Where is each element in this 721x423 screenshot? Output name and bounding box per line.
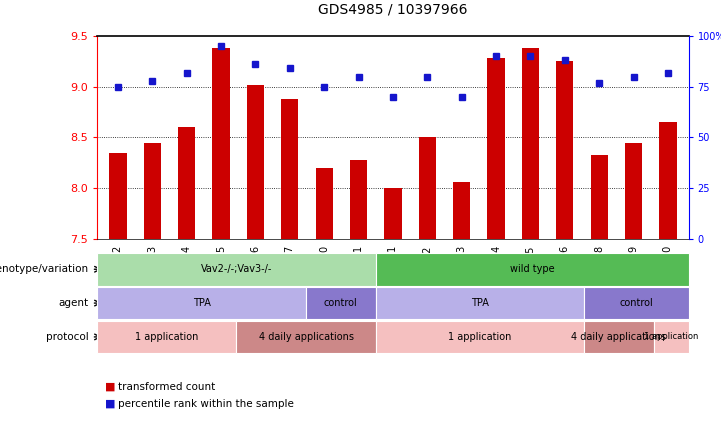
Text: wild type: wild type [510, 264, 554, 274]
Text: 1 application: 1 application [136, 332, 198, 342]
Bar [453, 182, 470, 239]
Bar [281, 99, 298, 239]
Text: genotype/variation: genotype/variation [0, 264, 89, 274]
Text: percentile rank within the sample: percentile rank within the sample [118, 399, 293, 409]
Bar [590, 155, 608, 239]
Text: 4 daily applications: 4 daily applications [259, 332, 353, 342]
Text: control: control [619, 298, 653, 308]
Text: Vav2-/-;Vav3-/-: Vav2-/-;Vav3-/- [200, 264, 272, 274]
Text: agent: agent [58, 298, 89, 308]
Bar [316, 168, 333, 239]
Bar [350, 160, 367, 239]
Bar [419, 137, 436, 239]
Text: 1 application: 1 application [448, 332, 512, 342]
Bar [247, 85, 264, 239]
Text: transformed count: transformed count [118, 382, 215, 392]
Text: TPA: TPA [193, 298, 211, 308]
Bar [487, 58, 505, 239]
Bar [110, 153, 127, 239]
Text: protocol: protocol [46, 332, 89, 342]
Bar [213, 48, 230, 239]
Bar [659, 122, 676, 239]
Bar [556, 61, 573, 239]
Text: TPA: TPA [471, 298, 489, 308]
Text: ■: ■ [105, 382, 115, 392]
Bar [143, 143, 161, 239]
Bar [178, 127, 195, 239]
Bar [625, 143, 642, 239]
Text: ■: ■ [105, 399, 115, 409]
Bar [384, 188, 402, 239]
Text: GDS4985 / 10397966: GDS4985 / 10397966 [318, 3, 468, 17]
Text: 1 application: 1 application [644, 332, 699, 341]
Bar [522, 48, 539, 239]
Text: 4 daily applications: 4 daily applications [572, 332, 666, 342]
Text: control: control [324, 298, 358, 308]
